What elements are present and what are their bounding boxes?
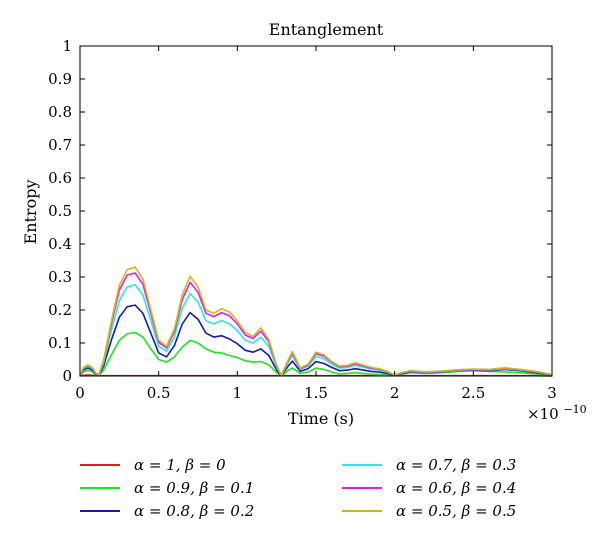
y-tick-label: 0.4: [48, 235, 72, 253]
y-axis-label: Entropy: [21, 180, 40, 245]
legend-label: α = 0.9, β = 0.1: [134, 479, 255, 497]
legend-swatch: [80, 487, 120, 489]
legend: α = 1, β = 0 α = 0.7, β = 0.3 α = 0.9, β =…: [80, 455, 520, 525]
legend-swatch: [80, 510, 120, 512]
y-tick-label: 0.1: [48, 334, 72, 352]
y-tick-label: 0.7: [48, 136, 72, 154]
entropy-chart: Entanglement 0 0.5 1 1.5 2 2.5 3 0 0.1 0.2 0.3 0.4 0…: [21, 20, 587, 428]
legend-item-6: α = 0.5, β = 0.5: [342, 501, 516, 521]
legend-item-3: α = 0.8, β = 0.2: [80, 501, 254, 521]
chart-title: Entanglement: [269, 20, 384, 39]
y-tick-label: 0.8: [48, 103, 72, 121]
legend-item-5: α = 0.6, β = 0.4: [342, 478, 516, 498]
y-tick-label: 0.6: [48, 169, 72, 187]
series-line-5: [79, 272, 553, 377]
y-tick-label: 1: [62, 37, 72, 55]
legend-label: α = 1, β = 0: [134, 456, 226, 474]
x-tick-label: 1: [233, 384, 243, 402]
legend-item-4: α = 0.7, β = 0.3: [342, 455, 516, 475]
legend-swatch: [342, 487, 382, 489]
y-tick-label: 0.2: [48, 301, 72, 319]
legend-label: α = 0.5, β = 0.5: [396, 502, 517, 520]
y-tick-label: 0.3: [48, 268, 72, 286]
x-axis-multiplier-base: ×10: [527, 405, 559, 423]
x-tick-label: 0.5: [147, 384, 171, 402]
legend-label: α = 0.6, β = 0.4: [396, 479, 517, 497]
x-tick-label: 2.5: [461, 384, 485, 402]
x-axis-label: Time (s): [288, 409, 354, 428]
x-axis-multiplier-exponent: −10: [563, 403, 586, 416]
x-tick-label: 2: [390, 384, 400, 402]
y-tick-label: 0: [62, 367, 72, 385]
legend-label: α = 0.7, β = 0.3: [396, 456, 517, 474]
x-tick-label: 0: [75, 384, 85, 402]
y-tick-label: 0.9: [48, 70, 72, 88]
plot-frame: [79, 45, 553, 377]
legend-swatch: [80, 464, 120, 466]
legend-swatch: [342, 510, 382, 512]
legend-swatch: [342, 464, 382, 466]
legend-label: α = 0.8, β = 0.2: [134, 502, 255, 520]
legend-item-2: α = 0.9, β = 0.1: [80, 478, 254, 498]
x-tick-label: 1.5: [304, 384, 328, 402]
y-tick-label: 0.5: [48, 202, 72, 220]
legend-item-1: α = 1, β = 0: [80, 455, 226, 475]
series-line-6: [79, 266, 553, 377]
x-tick-label: 3: [547, 384, 557, 402]
x-axis-multiplier: ×10 −10: [527, 403, 587, 423]
